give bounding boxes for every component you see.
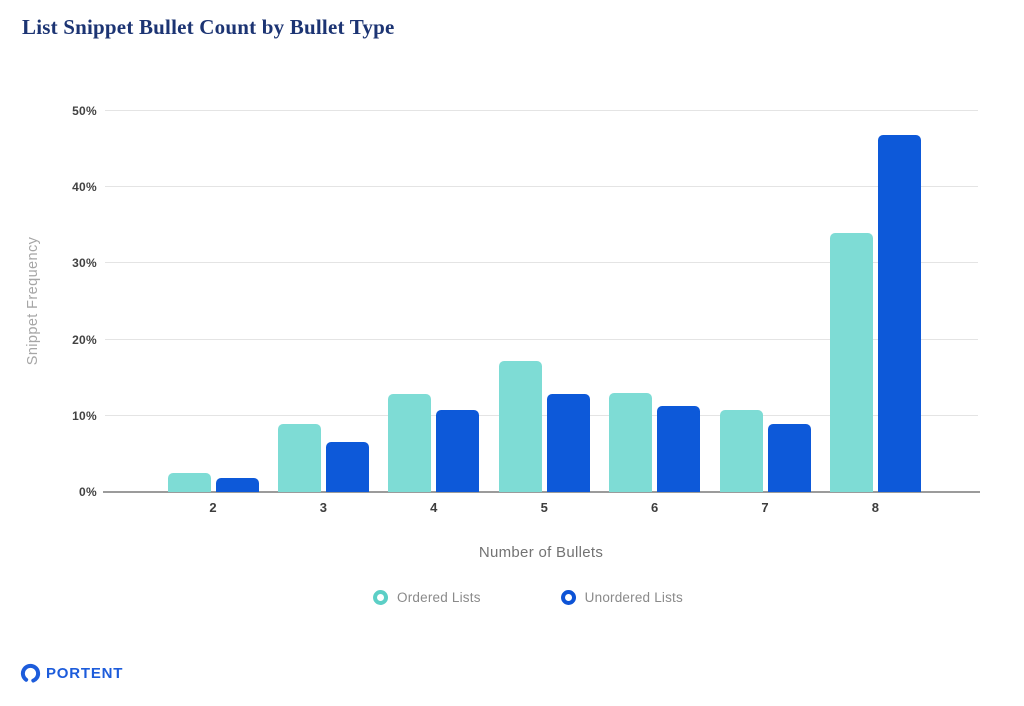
gridline — [105, 338, 978, 340]
gridline — [105, 262, 978, 264]
bar-unordered-lists-8 — [877, 134, 921, 492]
bar-unordered-lists-6 — [657, 405, 701, 492]
bar-ordered-lists-5 — [498, 360, 542, 492]
y-tick-label: 10% — [72, 408, 97, 423]
y-axis-tick-labels: 0% 10% 20% 30% 40% 50% — [0, 104, 97, 499]
x-axis-tick-labels: 2 3 4 5 6 7 8 — [105, 500, 978, 518]
bar-unordered-lists-2 — [215, 478, 259, 492]
bar-group-2 — [167, 472, 259, 492]
legend-item-ordered-lists: Ordered Lists — [373, 590, 481, 605]
legend-ring-icon — [373, 590, 389, 605]
x-tick-label-8: 8 — [871, 500, 880, 515]
bar-group-3 — [277, 424, 369, 492]
legend-item-unordered-lists: Unordered Lists — [560, 590, 683, 605]
x-tick-label-6: 6 — [650, 500, 659, 515]
bar-ordered-lists-8 — [829, 232, 873, 492]
bar-ordered-lists-4 — [388, 393, 432, 492]
y-tick-label: 30% — [72, 256, 97, 271]
bar-unordered-lists-3 — [325, 442, 369, 492]
bar-ordered-lists-6 — [609, 392, 653, 492]
x-axis-line — [103, 491, 980, 493]
x-tick-label-2: 2 — [209, 500, 217, 515]
bar-ordered-lists-2 — [167, 472, 211, 492]
bar-group-6 — [609, 392, 701, 492]
bar-group-7 — [719, 410, 811, 492]
legend-label: Ordered Lists — [397, 590, 481, 605]
bar-group-4 — [388, 393, 480, 492]
legend-label: Unordered Lists — [584, 590, 683, 605]
y-tick-label: 50% — [72, 104, 97, 118]
x-axis-title: Number of Bullets — [478, 544, 604, 561]
x-tick-label-4: 4 — [430, 500, 438, 515]
plot-area — [103, 110, 980, 493]
legend: Ordered Lists Unordered Lists — [373, 590, 683, 605]
y-tick-label: 0% — [79, 485, 97, 499]
brand-name: PORTENT — [46, 665, 124, 682]
bar-group-5 — [498, 360, 590, 492]
bar-group-8 — [829, 134, 921, 492]
bar-unordered-lists-5 — [546, 394, 590, 492]
bar-ordered-lists-3 — [277, 424, 321, 492]
chart-title: List Snippet Bullet Count by Bullet Type — [22, 15, 395, 39]
x-tick-label-5: 5 — [540, 500, 548, 515]
gridline — [105, 110, 978, 111]
portent-logo-icon — [20, 663, 41, 684]
legend-ring-icon — [560, 590, 576, 605]
bar-ordered-lists-7 — [719, 410, 763, 492]
bar-unordered-lists-7 — [767, 424, 811, 492]
brand-logo: PORTENT — [20, 663, 123, 684]
y-tick-label: 20% — [72, 332, 97, 347]
x-tick-label-3: 3 — [319, 500, 328, 515]
y-tick-label: 40% — [72, 180, 97, 195]
bar-unordered-lists-4 — [436, 410, 480, 492]
x-tick-label-7: 7 — [761, 500, 769, 515]
gridline — [105, 186, 978, 188]
